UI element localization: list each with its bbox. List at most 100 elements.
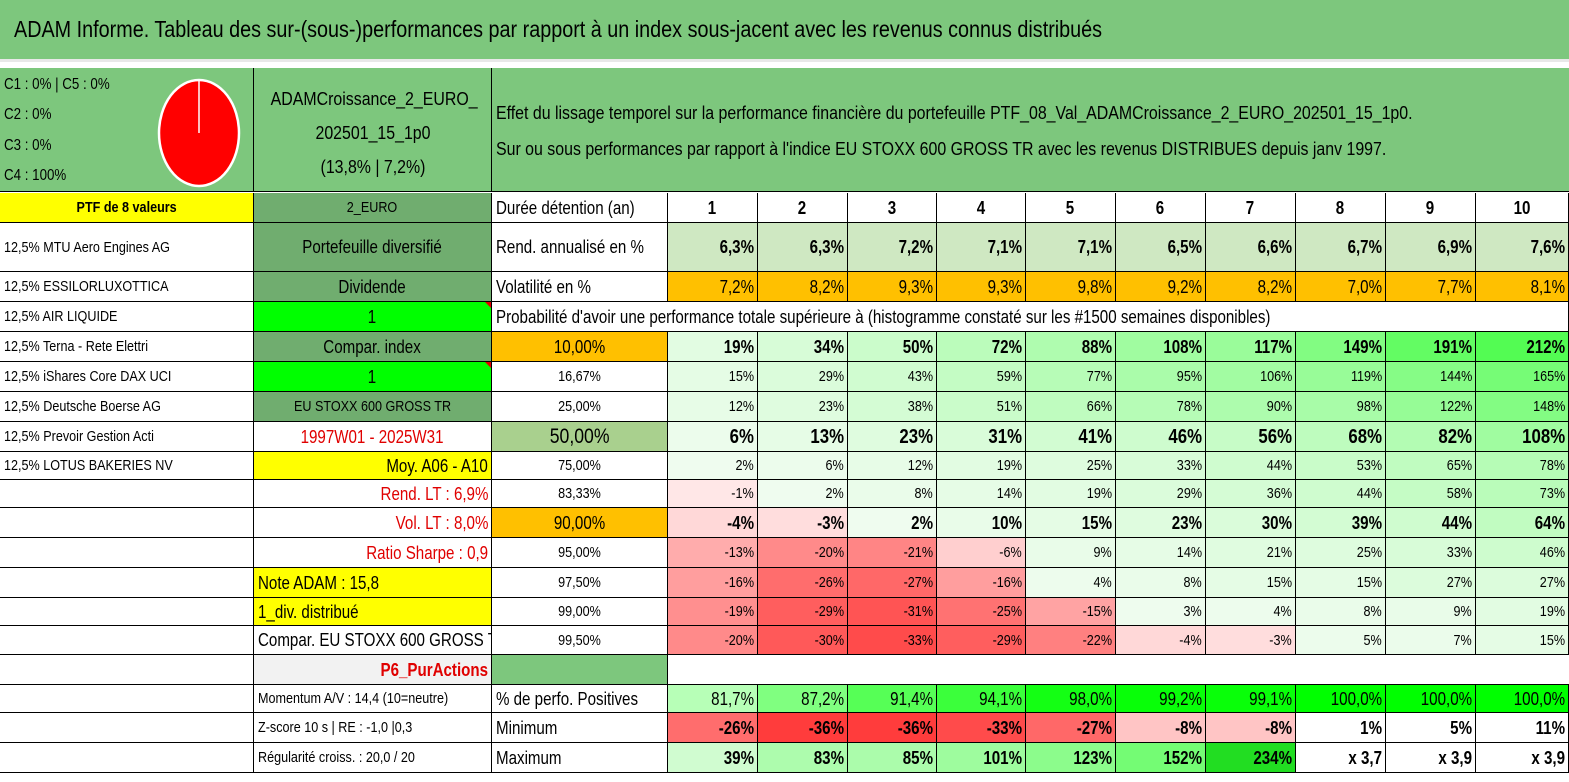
min-2-text: -36%: [808, 717, 844, 738]
prob-2-y4-text: 51%: [996, 398, 1022, 415]
blank-row-area: [668, 655, 1569, 685]
holding-7: 12,5% Prevoir Gestion Acti: [0, 422, 254, 452]
prob-1-y3-text: 43%: [907, 368, 933, 385]
prob-6-y7: 30%: [1206, 508, 1296, 538]
prob-7-y1-text: -13%: [724, 544, 754, 561]
prob-8-y2-text: -26%: [814, 574, 844, 591]
category-c3: C3 : 0%: [4, 137, 52, 154]
duration-label: Durée détention (an): [492, 193, 668, 223]
index-name: EU STOXX 600 GROSS TR: [254, 392, 492, 422]
holding-5-text: 12,5% iShares Core DAX UCI: [4, 368, 172, 385]
max-3-text: 85%: [902, 747, 933, 768]
year-10: 10: [1476, 193, 1569, 223]
prob-9-y2: -29%: [758, 598, 848, 626]
prob-9-y3-text: -31%: [903, 603, 933, 620]
max-6: 152%: [1116, 743, 1206, 773]
compar-index-flag-text: 1: [368, 366, 377, 387]
category-c2: C2 : 0%: [4, 106, 52, 123]
min-9: 5%: [1386, 713, 1476, 743]
vol-3: 9,3%: [848, 272, 937, 302]
prob-1-y9-text: 144%: [1439, 368, 1472, 385]
prob-1-y5-text: 77%: [1086, 368, 1112, 385]
z-score-text: Z-score 10 s | RE : -1,0 |0,3: [258, 719, 413, 736]
min-4: -33%: [937, 713, 1026, 743]
prob-4-y8: 53%: [1296, 452, 1386, 480]
prob-4-y6: 33%: [1116, 452, 1206, 480]
vol-label-text: Volatilité en %: [496, 276, 591, 297]
max-label: Maximum: [492, 743, 668, 773]
prob-3-y2-text: 13%: [810, 425, 844, 448]
prob-7-y8-text: 25%: [1356, 544, 1382, 561]
positive-label-text: % de perfo. Positives: [496, 688, 639, 709]
prob-level-10: 99,50%: [492, 626, 668, 655]
div-distributed: 1_div. distribué: [254, 598, 492, 626]
rend-2: 6,3%: [758, 223, 848, 272]
vol-5: 9,8%: [1026, 272, 1116, 302]
holding-2-text: 12,5% ESSILORLUXOTTICA: [4, 278, 169, 295]
year-5: 5: [1026, 193, 1116, 223]
prob-3-y1: 6%: [668, 422, 758, 452]
prob-2-y8-text: 98%: [1356, 398, 1382, 415]
empty-prob-end: [1476, 302, 1569, 332]
prob-2-y9-text: 122%: [1439, 398, 1472, 415]
prob-4-y10: 78%: [1476, 452, 1569, 480]
category-c1-c5: C1 : 0% | C5 : 0%: [4, 76, 110, 93]
prob-3-y10: 108%: [1476, 422, 1569, 452]
prob-1-y5: 77%: [1026, 362, 1116, 392]
fund-name-line2: 202501_15_1p0: [315, 122, 431, 143]
prob-5-y8-text: 44%: [1356, 485, 1382, 502]
positive-5-text: 98,0%: [1069, 688, 1112, 709]
year-6-text: 6: [1156, 197, 1165, 218]
sharpe: Ratio Sharpe : 0,9: [254, 538, 492, 568]
compar-index-label-text: Compar. index: [323, 336, 422, 357]
prob-10-y6-text: -4%: [1179, 631, 1202, 649]
empty-a-17: [0, 713, 254, 743]
prob-10-y7-text: -3%: [1269, 631, 1292, 649]
year-2-text: 2: [798, 197, 807, 218]
rend-1: 6,3%: [668, 223, 758, 272]
prob-10-y2: -30%: [758, 626, 848, 655]
prob-10-y5-text: -22%: [1082, 631, 1112, 649]
prob-9-y6-text: 3%: [1183, 603, 1202, 620]
prob-2-y2-text: 23%: [818, 398, 844, 415]
positive-10-text: 100,0%: [1513, 688, 1565, 709]
prob-8-y8-text: 15%: [1356, 574, 1382, 591]
positive-1: 81,7%: [668, 685, 758, 713]
prob-4-y2: 6%: [758, 452, 848, 480]
prob-5-y6-text: 29%: [1176, 485, 1202, 502]
prob-1-y4: 59%: [937, 362, 1026, 392]
prob-0-y6: 108%: [1116, 332, 1206, 362]
income-flag-text: 1: [368, 306, 377, 327]
holding-4: 12,5% Terna - Rete Elettri: [0, 332, 254, 362]
regularity: Régularité croiss. : 20,0 / 20: [254, 743, 492, 773]
holding-1: 12,5% MTU Aero Engines AG: [0, 223, 254, 272]
empty-a-18: [0, 743, 254, 773]
prob-2-y7: 90%: [1206, 392, 1296, 422]
vol-8: 7,0%: [1296, 272, 1386, 302]
prob-10-y1-text: -20%: [724, 631, 754, 649]
z-score: Z-score 10 s | RE : -1,0 |0,3: [254, 713, 492, 743]
prob-7-y5-text: 9%: [1093, 544, 1112, 561]
prob-0-y5-text: 88%: [1081, 336, 1112, 357]
max-label-text: Maximum: [496, 747, 562, 768]
prob-1-y1: 15%: [668, 362, 758, 392]
prob-0-y4-text: 72%: [991, 336, 1022, 357]
ptf-count-text: PTF de 8 valeurs: [76, 199, 177, 216]
prob-9-y8-text: 8%: [1363, 603, 1382, 620]
prob-4-y1-text: 2%: [735, 457, 754, 474]
vol-4-text: 9,3%: [987, 276, 1022, 297]
prob-2-y2: 23%: [758, 392, 848, 422]
prob-10-y9: 7%: [1386, 626, 1476, 655]
positive-4-text: 94,1%: [979, 688, 1022, 709]
description-block: Effet du lissage temporel sur la perform…: [492, 68, 1569, 192]
positive-8-text: 100,0%: [1330, 688, 1382, 709]
prob-8-y8: 15%: [1296, 568, 1386, 598]
prob-5-y3-text: 8%: [914, 485, 933, 502]
prob-10-y9-text: 7%: [1453, 631, 1472, 649]
empty-a-10: [0, 508, 254, 538]
rend-label: Rend. annualisé en %: [492, 223, 668, 272]
prob-3-y4-text: 31%: [988, 425, 1022, 448]
prob-7-y4: -6%: [937, 538, 1026, 568]
prob-3-y1-text: 6%: [729, 425, 754, 448]
max-8: x 3,7: [1296, 743, 1386, 773]
